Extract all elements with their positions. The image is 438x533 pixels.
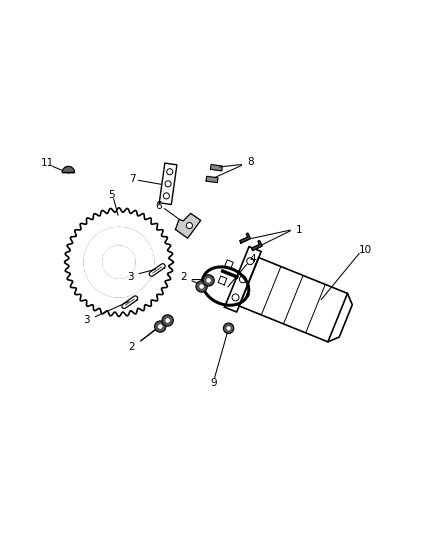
Circle shape [199, 284, 204, 289]
Circle shape [196, 281, 207, 292]
Circle shape [226, 326, 231, 330]
Polygon shape [159, 163, 177, 205]
Text: 7: 7 [130, 174, 136, 183]
Text: 8: 8 [247, 157, 254, 167]
Polygon shape [84, 228, 119, 262]
Circle shape [158, 324, 162, 329]
Polygon shape [210, 165, 223, 171]
Circle shape [162, 315, 173, 326]
Text: 11: 11 [40, 158, 54, 168]
Circle shape [163, 193, 170, 199]
Polygon shape [149, 264, 165, 276]
Text: 10: 10 [359, 245, 372, 255]
Polygon shape [176, 213, 201, 238]
Circle shape [155, 321, 166, 332]
Polygon shape [62, 166, 74, 173]
Circle shape [186, 223, 192, 229]
Polygon shape [206, 176, 218, 183]
Text: 2: 2 [180, 272, 187, 282]
Text: 3: 3 [127, 272, 134, 282]
Polygon shape [119, 262, 154, 297]
Circle shape [223, 323, 234, 334]
Text: 3: 3 [83, 316, 90, 326]
Text: 5: 5 [109, 190, 115, 200]
Polygon shape [84, 262, 119, 297]
Text: 2: 2 [129, 342, 135, 352]
Text: 1: 1 [296, 224, 303, 235]
Circle shape [167, 168, 173, 175]
Text: 9: 9 [211, 378, 217, 388]
Polygon shape [122, 296, 138, 309]
Circle shape [165, 181, 171, 187]
Polygon shape [240, 233, 251, 243]
Polygon shape [251, 240, 262, 251]
Polygon shape [119, 228, 154, 262]
Text: 4: 4 [250, 254, 256, 264]
Circle shape [206, 278, 211, 282]
Circle shape [203, 275, 214, 286]
Circle shape [166, 318, 170, 322]
Text: 6: 6 [155, 200, 162, 211]
